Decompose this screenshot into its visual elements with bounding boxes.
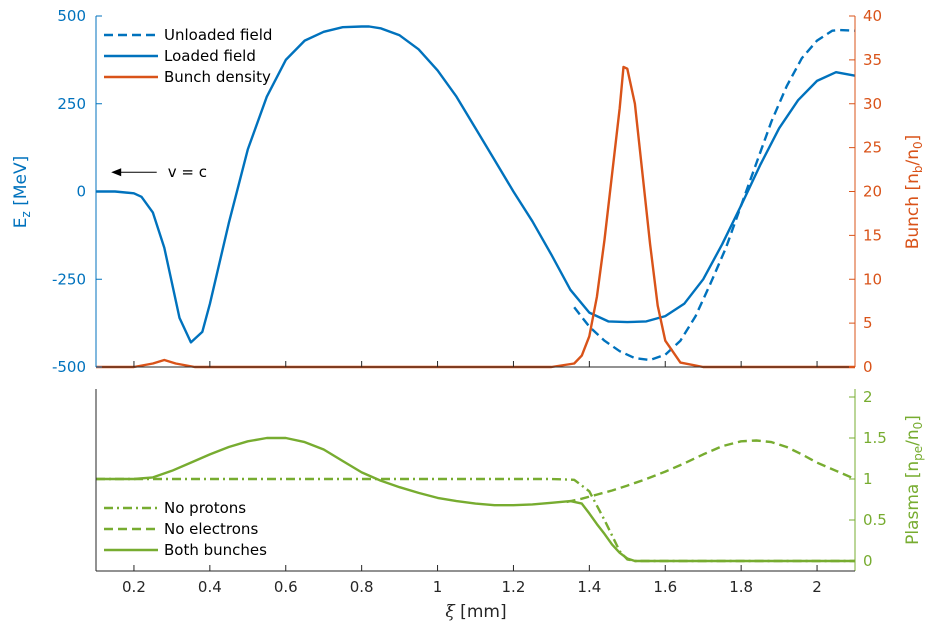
- bottom-right-ticks: 2 1.5 1 0.5 0: [849, 388, 887, 570]
- top-right-tick-label: 0: [863, 358, 873, 376]
- x-tick-label: 0.2: [122, 578, 146, 596]
- top-right-tick-label: 30: [863, 95, 882, 113]
- series-line-both-bunches: [96, 436, 855, 563]
- x-tick-label: 0.4: [198, 578, 222, 596]
- top-left-axis-label: Ez [MeV]: [11, 156, 33, 229]
- legend-label-bunch-density: Bunch density: [164, 68, 271, 86]
- x-tick-label: 1.2: [502, 578, 526, 596]
- top-left-tick-label: 250: [57, 95, 86, 113]
- bottom-right-tick-label: 1: [863, 470, 873, 488]
- bottom-right-tick-label: 1.5: [863, 429, 887, 447]
- bottom-right-tick-label: 0.5: [863, 511, 887, 529]
- bottom-x-ticks: 0.2 0.4 0.6 0.8 1 1.2 1.4 1.6 1.8 2: [122, 565, 822, 596]
- top-right-axis-label: Bunch [nb/n0]: [903, 135, 925, 250]
- legend-label-both-bunches: Both bunches: [164, 541, 267, 559]
- bottom-panel: 2 1.5 1 0.5 0 0.2 0.4 0.6 0.8 1 1.2 1.4 1.6 1.8 2 Pla…: [95, 388, 925, 622]
- annotation-arrow: v = c: [111, 163, 207, 181]
- bottom-series-group: [96, 436, 856, 563]
- series-line-loaded-field: [96, 25, 856, 344]
- legend-label-loaded-field: Loaded field: [164, 47, 256, 65]
- top-x-ticks: [133, 361, 818, 367]
- bottom-right-axis-label: Plasma [npe/n0]: [903, 415, 925, 545]
- legend-label-no-protons: No protons: [164, 499, 246, 517]
- top-left-tick-label: -500: [52, 358, 86, 376]
- x-tick-label: 1.4: [577, 578, 601, 596]
- series-line-bunch-density: [96, 65, 855, 369]
- x-axis-label: ξ [mm]: [445, 602, 506, 622]
- top-right-tick-label: 15: [863, 226, 882, 244]
- x-tick-label: 1: [433, 578, 443, 596]
- annotation-arrow-head: [111, 168, 122, 177]
- x-tick-label: 1.6: [653, 578, 677, 596]
- x-tick-label: 0.8: [350, 578, 374, 596]
- top-legend: Unloaded field Loaded field Bunch densit…: [104, 26, 272, 86]
- series-line-unloaded-field: [573, 28, 856, 362]
- top-right-tick-label: 20: [863, 183, 882, 201]
- top-left-tick-label: -250: [52, 270, 86, 288]
- top-right-tick-label: 40: [863, 7, 882, 25]
- top-right-tick-label: 5: [863, 314, 873, 332]
- legend-label-no-electrons: No electrons: [164, 520, 258, 538]
- bottom-right-tick-label: 0: [863, 552, 873, 570]
- x-tick-label: 2: [812, 578, 822, 596]
- bottom-legend: No protons No electrons Both bunches: [104, 499, 267, 559]
- top-panel: 500 250 0 -250 -500 40 35 30 25 20 15 10 5 0 Ez [MeV…: [11, 7, 925, 376]
- bottom-right-tick-label: 2: [863, 388, 873, 406]
- legend-label-unloaded-field: Unloaded field: [164, 26, 272, 44]
- top-left-tick-label: 0: [76, 183, 86, 201]
- annotation-label: v = c: [168, 163, 207, 181]
- x-tick-label: 0.6: [274, 578, 298, 596]
- top-right-tick-label: 10: [863, 270, 882, 288]
- top-left-tick-label: 500: [57, 7, 86, 25]
- top-series-group: [96, 25, 856, 369]
- top-left-ticks: 500 250 0 -250 -500: [52, 7, 102, 376]
- series-line-no-electrons: [566, 439, 856, 504]
- top-right-tick-label: 35: [863, 51, 882, 69]
- x-tick-label: 1.8: [729, 578, 753, 596]
- top-right-tick-label: 25: [863, 139, 882, 157]
- top-right-ticks: 40 35 30 25 20 15 10 5 0: [849, 7, 882, 376]
